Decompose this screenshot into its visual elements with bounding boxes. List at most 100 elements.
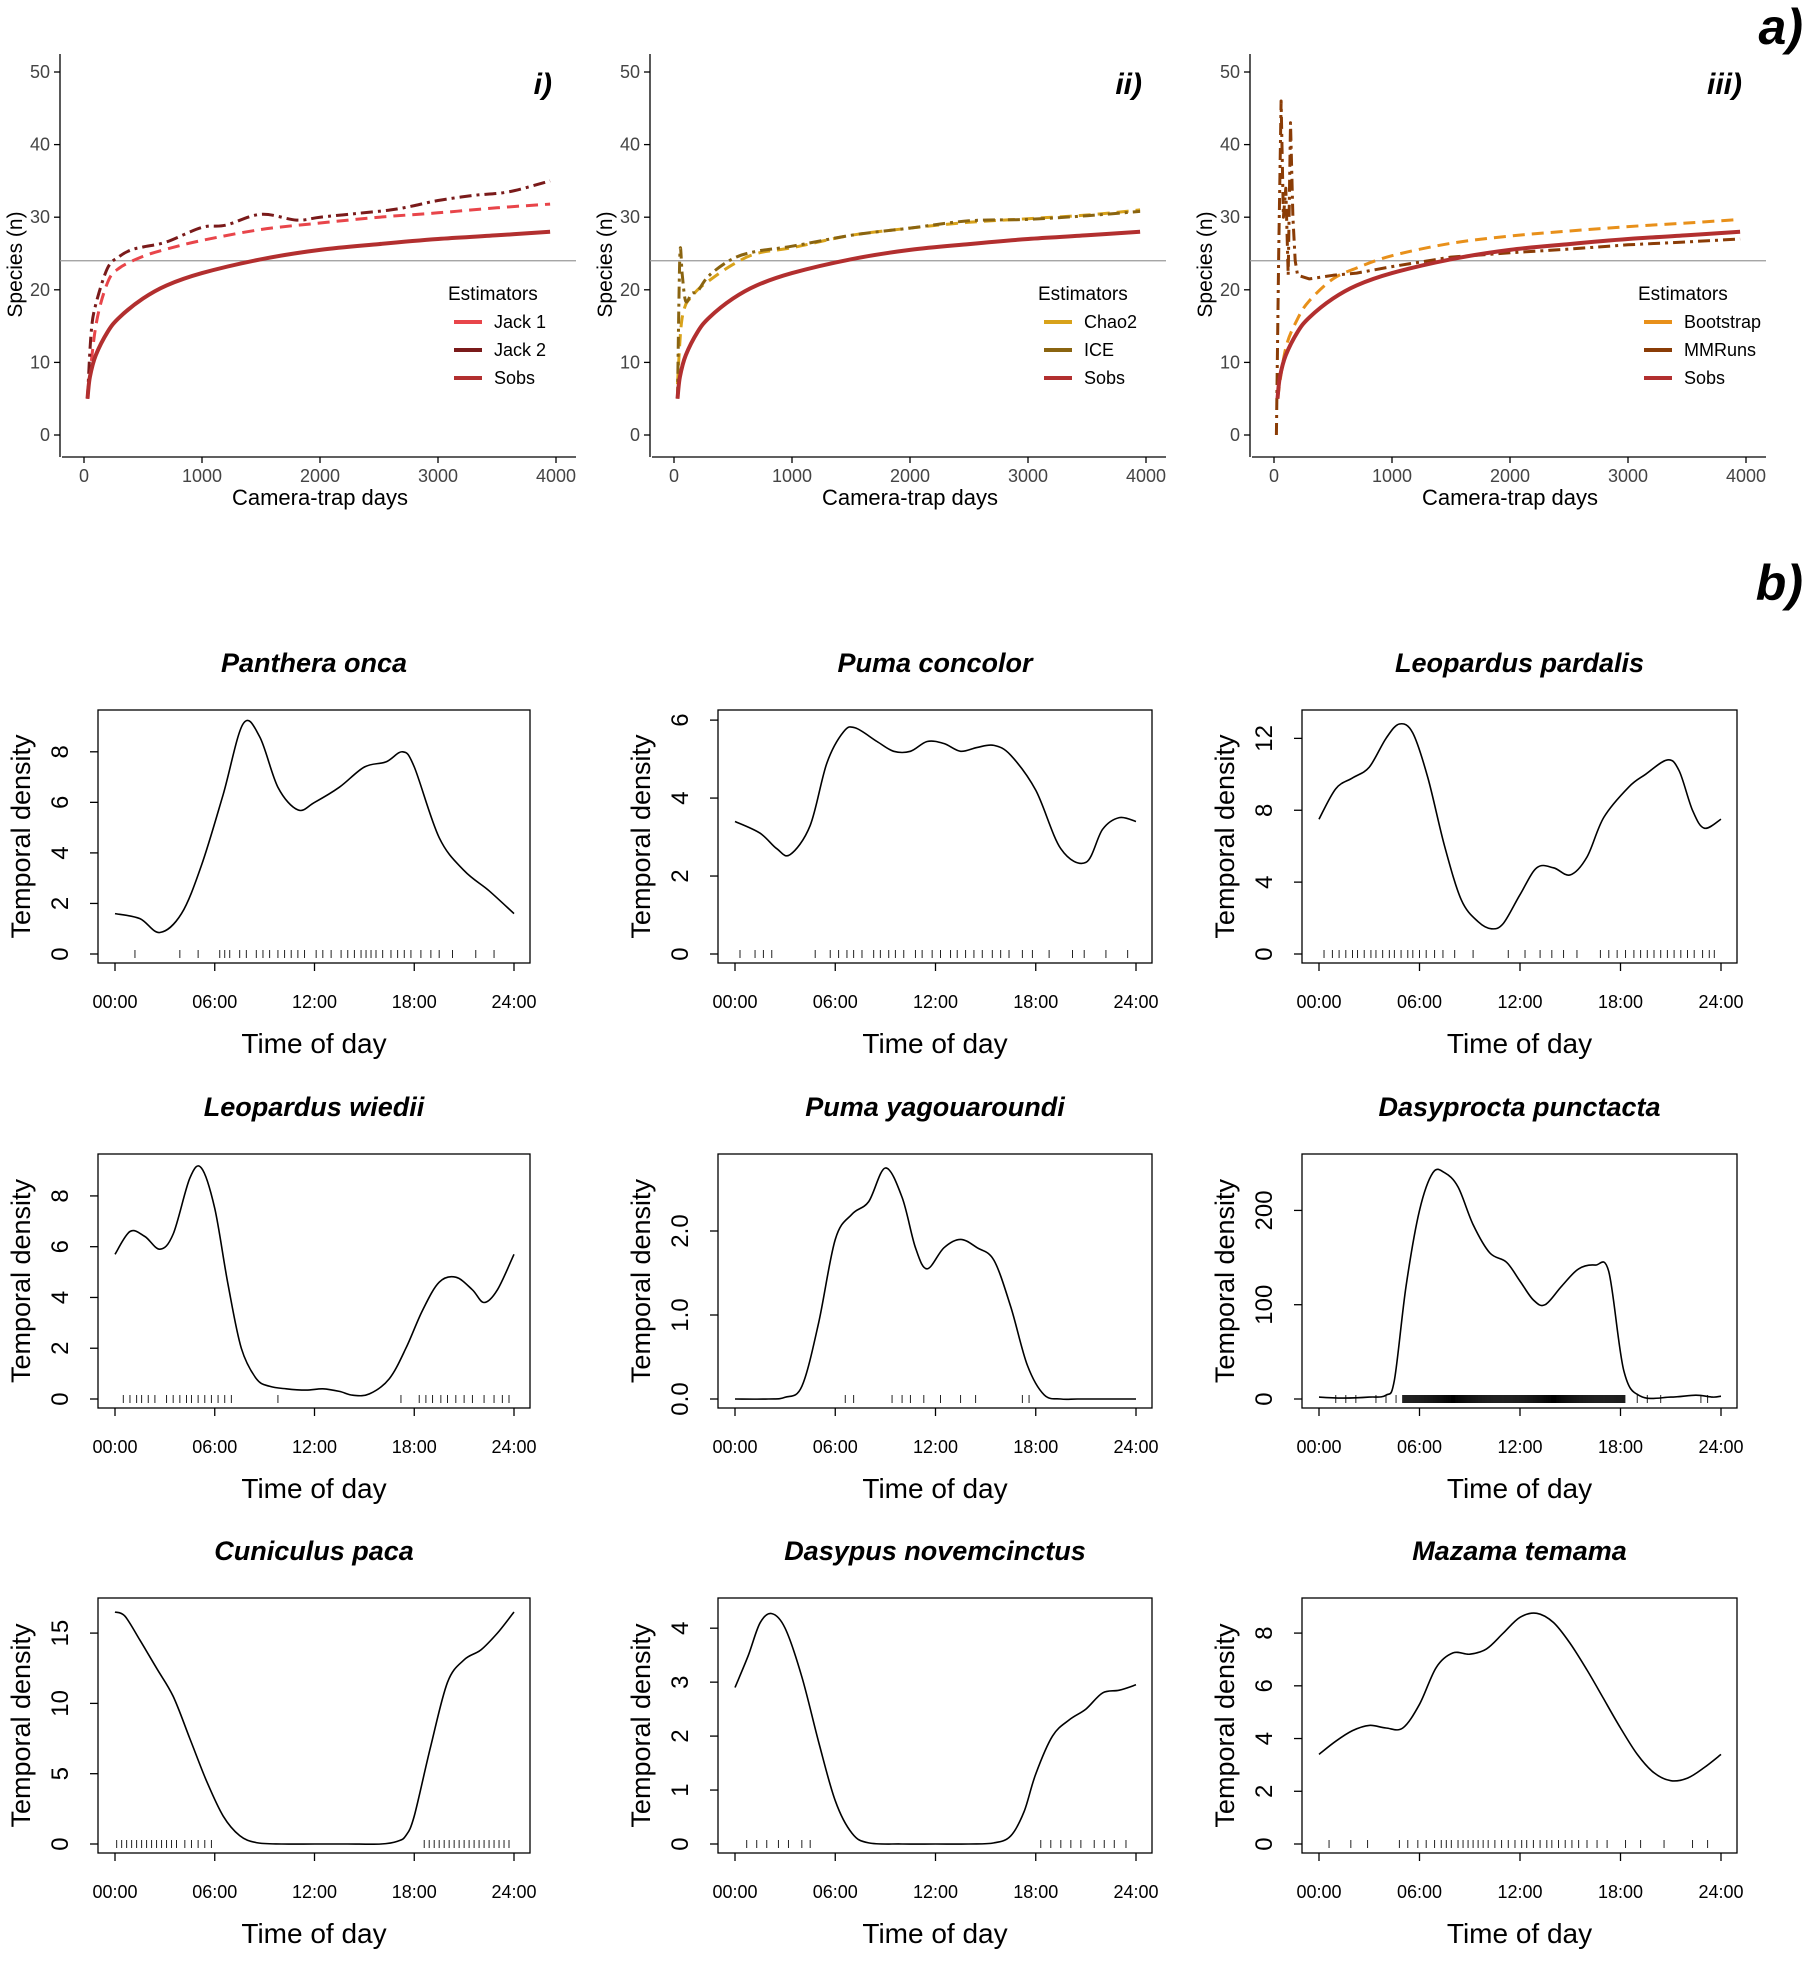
- chart-title: Panthera onca: [221, 648, 407, 678]
- legend-label: Sobs: [1684, 368, 1725, 388]
- y-axis-label: Temporal density: [1210, 1178, 1240, 1383]
- y-tick-label: 4: [1251, 875, 1278, 888]
- x-tick-label: 1000: [182, 466, 222, 486]
- x-tick-label: 24:00: [1113, 1437, 1158, 1457]
- y-tick-label: 40: [1220, 135, 1240, 155]
- y-tick-label: 0: [47, 1392, 74, 1405]
- x-axis-label: Time of day: [1447, 1028, 1592, 1059]
- x-axis-label: Time of day: [241, 1028, 386, 1059]
- density-line: [734, 1612, 1137, 1845]
- chart-title: Mazama temama: [1412, 1536, 1627, 1566]
- series-line: [86, 179, 551, 399]
- legend-label: ICE: [1084, 340, 1114, 360]
- x-tick-label: 18:00: [392, 1437, 437, 1457]
- series-line: [1274, 99, 1741, 436]
- legend-label: Chao2: [1084, 312, 1137, 332]
- y-tick-label: 6: [47, 796, 74, 809]
- y-tick-label: 200: [1251, 1190, 1278, 1230]
- y-tick-label: 40: [30, 135, 50, 155]
- plot-box: [717, 1153, 1153, 1409]
- y-tick-label: 6: [1251, 1679, 1278, 1692]
- x-tick-label: 4000: [1126, 466, 1166, 486]
- density-line: [734, 726, 1137, 865]
- x-tick-label: 00:00: [92, 992, 137, 1012]
- x-axis-label: Camera-trap days: [822, 485, 998, 510]
- x-tick-label: 18:00: [1013, 1882, 1058, 1902]
- x-tick-label: 24:00: [1113, 992, 1158, 1012]
- y-tick-label: 8: [1251, 1626, 1278, 1639]
- plot-box: [717, 709, 1153, 964]
- y-tick-label: 10: [1220, 352, 1240, 372]
- y-axis-label: Species (n): [594, 211, 617, 317]
- density-chart: Cuniculus paca 00:00 06:00 12:00 18:00 24:00 0…: [6, 1536, 537, 1949]
- density-line: [114, 1611, 515, 1846]
- legend-label: MMRuns: [1684, 340, 1756, 360]
- x-tick-label: 24:00: [1698, 1882, 1743, 1902]
- x-tick-label: 2000: [300, 466, 340, 486]
- density-chart: Puma concolor 00:00 06:00 12:00 18:00 24:00 0 2…: [626, 648, 1159, 1059]
- x-tick-label: 12:00: [292, 1882, 337, 1902]
- x-tick-label: 06:00: [192, 992, 237, 1012]
- y-tick-label: 3: [667, 1675, 694, 1688]
- x-axis-label: Time of day: [862, 1028, 1007, 1059]
- y-tick-label: 2.0: [667, 1214, 694, 1247]
- density-line: [1318, 722, 1722, 930]
- x-tick-label: 12:00: [913, 992, 958, 1012]
- x-tick-label: 12:00: [292, 992, 337, 1012]
- panel-b-tag: b): [1756, 555, 1803, 611]
- series-line: [86, 202, 551, 399]
- y-tick-label: 0: [1251, 1392, 1278, 1405]
- x-tick-label: 0: [669, 466, 679, 486]
- y-axis-label: Temporal density: [626, 734, 656, 939]
- y-tick-label: 15: [47, 1620, 74, 1647]
- y-tick-label: 10: [47, 1690, 74, 1717]
- x-axis-label: Time of day: [862, 1473, 1007, 1504]
- chart-title: Puma concolor: [837, 648, 1034, 678]
- y-axis-label: Temporal density: [6, 734, 36, 939]
- x-tick-label: 24:00: [1113, 1882, 1158, 1902]
- density-line: [114, 719, 515, 934]
- x-axis-label: Time of day: [241, 1918, 386, 1949]
- density-line: [1318, 1612, 1722, 1782]
- x-tick-label: 18:00: [392, 992, 437, 1012]
- y-tick-label: 2: [47, 1342, 74, 1355]
- y-tick-label: 30: [620, 207, 640, 227]
- chart-title: Dasypus novemcinctus: [784, 1536, 1086, 1566]
- y-tick-label: 0: [47, 947, 74, 960]
- x-tick-label: 18:00: [1013, 1437, 1058, 1457]
- chart-title: Leopardus wiedii: [204, 1092, 425, 1122]
- y-axis-label: Temporal density: [1210, 734, 1240, 939]
- x-tick-label: 00:00: [1296, 992, 1341, 1012]
- x-axis-label: Time of day: [241, 1473, 386, 1504]
- y-axis-label: Species (n): [1194, 211, 1217, 317]
- chart-title: Puma yagouaroundi: [805, 1092, 1065, 1122]
- x-tick-label: 00:00: [92, 1882, 137, 1902]
- x-tick-label: 18:00: [1598, 1882, 1643, 1902]
- legend-label: Bootstrap: [1684, 312, 1761, 332]
- x-tick-label: 18:00: [392, 1882, 437, 1902]
- x-tick-label: 24:00: [491, 992, 536, 1012]
- y-tick-label: 12: [1251, 725, 1278, 752]
- x-axis-label: Time of day: [1447, 1918, 1592, 1949]
- density-line: [1318, 1168, 1722, 1400]
- x-tick-label: 00:00: [712, 992, 757, 1012]
- x-tick-label: 00:00: [92, 1437, 137, 1457]
- x-tick-label: 06:00: [1397, 992, 1442, 1012]
- y-axis-label: Temporal density: [1210, 1623, 1240, 1828]
- y-tick-label: 0: [1251, 1837, 1278, 1850]
- y-tick-label: 2: [667, 869, 694, 882]
- x-tick-label: 12:00: [913, 1882, 958, 1902]
- density-chart: Puma yagouaroundi 00:00 06:00 12:00 18:00 24:…: [626, 1092, 1159, 1504]
- x-tick-label: 12:00: [1497, 1437, 1542, 1457]
- plot-area: 0 1000 2000 3000 400001020304050Camera-trap …: [4, 54, 1766, 1949]
- plot-box: [97, 709, 531, 964]
- y-axis-label: Temporal density: [626, 1623, 656, 1828]
- y-axis-label: Species (n): [4, 211, 27, 317]
- y-tick-label: 50: [1220, 62, 1240, 82]
- panel-label: iii): [1707, 68, 1742, 101]
- y-tick-label: 5: [47, 1767, 74, 1780]
- x-tick-label: 1000: [1372, 466, 1412, 486]
- x-axis-label: Time of day: [1447, 1473, 1592, 1504]
- legend-label: Jack 1: [494, 312, 546, 332]
- y-axis-label: Temporal density: [6, 1178, 36, 1383]
